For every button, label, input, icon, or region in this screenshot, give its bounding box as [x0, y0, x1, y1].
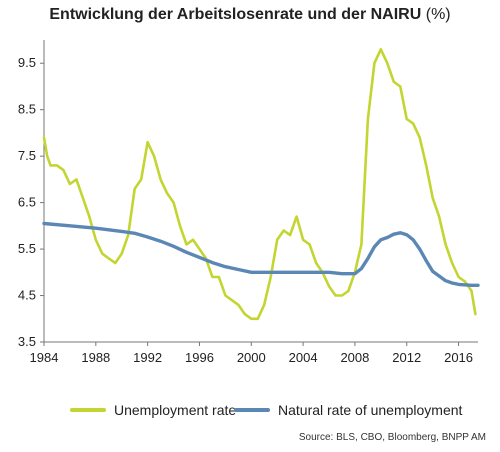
legend-swatch-natural-rate — [234, 408, 270, 412]
x-tick-label: 1996 — [185, 350, 214, 365]
line-chart: 3.5 4.5 5.5 6.5 7.5 8.5 9.5 1984 1988 1992 1996 200… — [18, 40, 480, 365]
y-tick-label: 8.5 — [18, 102, 36, 117]
x-tick-label: 2012 — [392, 350, 421, 365]
x-tick-label: 1988 — [81, 350, 110, 365]
legend-swatch-unemployment-rate — [70, 408, 106, 412]
x-tick-label: 2016 — [444, 350, 473, 365]
y-tick-label: 9.5 — [18, 55, 36, 70]
y-tick-label: 4.5 — [18, 288, 36, 303]
x-tick-label: 2000 — [237, 350, 266, 365]
legend-label-natural-rate: Natural rate of unemployment — [278, 402, 463, 418]
x-tick-label: 2008 — [340, 350, 369, 365]
chart-axes: 3.5 4.5 5.5 6.5 7.5 8.5 9.5 1984 1988 1992 1996 200… — [18, 40, 478, 365]
chart-title: Entwicklung der Arbeitslosenrate und der… — [0, 6, 500, 24]
chart-title-unit: (%) — [425, 6, 451, 23]
chart-title-text: Entwicklung der Arbeitslosenrate und der… — [49, 6, 422, 23]
legend-item-unemployment-rate: Unemployment rate — [70, 402, 236, 418]
x-tick-label: 1992 — [133, 350, 162, 365]
y-tick-label: 6.5 — [18, 195, 36, 210]
x-tick-label: 1984 — [30, 350, 59, 365]
y-tick-label: 7.5 — [18, 148, 36, 163]
chart-legend: Unemployment rate Natural rate of unempl… — [0, 402, 500, 422]
x-tick-label: 2004 — [289, 350, 318, 365]
y-tick-label: 3.5 — [18, 334, 36, 349]
legend-label-unemployment-rate: Unemployment rate — [114, 402, 237, 418]
chart-series — [42, 47, 480, 321]
legend-item-natural-rate: Natural rate of unemployment — [234, 402, 462, 418]
source-note: Source: BLS, CBO, Bloomberg, BNPP AM — [298, 432, 486, 443]
series-line-natural-rate — [42, 221, 480, 287]
series-line-unemployment-rate — [42, 47, 477, 321]
y-tick-label: 5.5 — [18, 241, 36, 256]
